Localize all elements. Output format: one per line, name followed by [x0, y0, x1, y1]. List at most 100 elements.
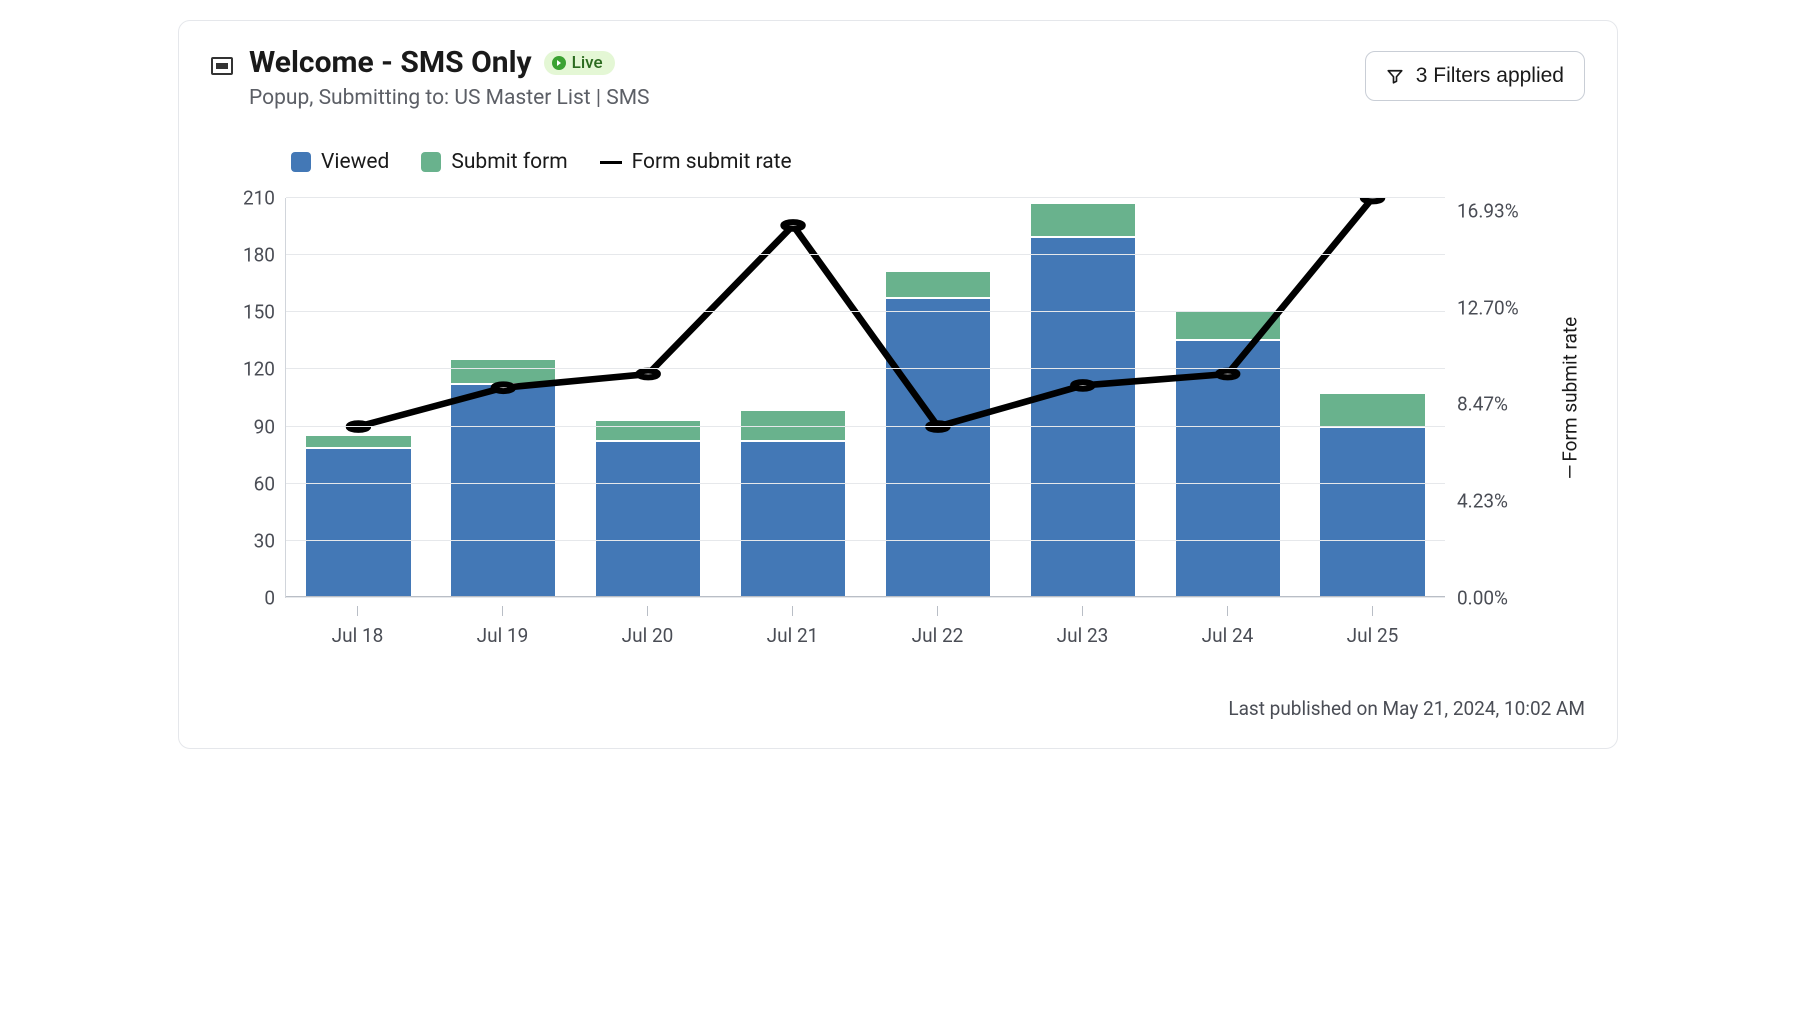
x-tick-slot: Jul 25 — [1300, 606, 1445, 647]
x-tick-slot: Jul 24 — [1155, 606, 1300, 647]
card-subtitle: Popup, Submitting to: US Master List | S… — [249, 86, 650, 110]
legend-swatch-submit — [421, 152, 441, 172]
gridline — [286, 368, 1445, 369]
bar-viewed — [1320, 428, 1424, 598]
status-badge-label: Live — [572, 53, 603, 73]
bar-viewed — [1031, 238, 1135, 598]
x-tick-slot: Jul 22 — [865, 606, 1010, 647]
bar-slot — [721, 198, 866, 598]
legend-label-rate: Form submit rate — [632, 150, 792, 174]
legend-item-rate: Form submit rate — [600, 150, 792, 174]
bar-stack — [596, 421, 700, 598]
x-tick-label: Jul 21 — [767, 624, 819, 647]
legend-item-submit: Submit form — [421, 150, 567, 174]
bar-stack — [1031, 204, 1135, 598]
gridline — [286, 597, 1445, 598]
gridline — [286, 311, 1445, 312]
bar-viewed — [741, 442, 845, 598]
y-right-tick-label: 12.70% — [1457, 296, 1519, 319]
y-right-tick-label: 0.00% — [1457, 587, 1508, 610]
chart-plot — [285, 198, 1445, 598]
x-tick — [357, 606, 358, 616]
legend-item-viewed: Viewed — [291, 150, 389, 174]
bar-viewed — [1176, 341, 1280, 598]
filters-button-label: 3 Filters applied — [1416, 64, 1564, 88]
x-tick-label: Jul 22 — [912, 624, 964, 647]
legend-label-submit: Submit form — [451, 150, 567, 174]
bar-submit — [1320, 394, 1424, 426]
x-tick — [937, 606, 938, 616]
y-right-tick-label: 4.23% — [1457, 490, 1508, 513]
card-header: Welcome - SMS Only Live Popup, Submittin… — [211, 45, 1585, 110]
bar-stack — [886, 272, 990, 598]
play-icon — [552, 56, 566, 70]
y-left-tick-label: 90 — [254, 415, 275, 438]
bar-slot — [866, 198, 1011, 598]
legend-label-viewed: Viewed — [321, 150, 389, 174]
y-left-tick-label: 210 — [243, 187, 275, 210]
bar-stack — [1176, 312, 1280, 598]
legend-line-icon — [600, 161, 622, 164]
x-tick — [1372, 606, 1373, 616]
gridline — [286, 254, 1445, 255]
gridline — [286, 540, 1445, 541]
chart: 0306090120150180210 0.00%4.23%8.47%12.70… — [211, 198, 1585, 598]
filters-button[interactable]: 3 Filters applied — [1365, 51, 1585, 101]
title-block: Welcome - SMS Only Live Popup, Submittin… — [249, 45, 650, 110]
y-left-tick-label: 150 — [243, 301, 275, 324]
x-tick-slot: Jul 20 — [575, 606, 720, 647]
title-row: Welcome - SMS Only Live — [249, 45, 650, 80]
gridline — [286, 483, 1445, 484]
y-axis-right-title: Form submit rate — [1559, 317, 1582, 479]
gridline — [286, 197, 1445, 198]
bar-stack — [451, 360, 555, 598]
x-tick-label: Jul 20 — [622, 624, 674, 647]
analytics-card: Welcome - SMS Only Live Popup, Submittin… — [178, 20, 1618, 749]
y-left-tick-label: 180 — [243, 244, 275, 267]
y-right-tick-label: 8.47% — [1457, 393, 1508, 416]
bar-submit — [306, 436, 410, 447]
x-tick-slot: Jul 23 — [1010, 606, 1155, 647]
x-tick-slot: Jul 19 — [430, 606, 575, 647]
bar-viewed — [451, 385, 555, 598]
x-tick-slot: Jul 18 — [285, 606, 430, 647]
bar-slot — [431, 198, 576, 598]
bar-slot — [286, 198, 431, 598]
gridline — [286, 426, 1445, 427]
x-tick — [1082, 606, 1083, 616]
bar-submit — [1031, 204, 1135, 236]
x-tick — [647, 606, 648, 616]
header-left: Welcome - SMS Only Live Popup, Submittin… — [211, 45, 650, 110]
y-left-tick-label: 0 — [264, 587, 275, 610]
x-tick-label: Jul 19 — [477, 624, 529, 647]
y-axis-right-title-wrap: Form submit rate — [1555, 198, 1585, 598]
x-tick — [502, 606, 503, 616]
filter-icon — [1386, 67, 1404, 85]
x-tick — [792, 606, 793, 616]
bar-slot — [1300, 198, 1445, 598]
x-tick-slot: Jul 21 — [720, 606, 865, 647]
x-tick-label: Jul 23 — [1057, 624, 1109, 647]
y-axis-right: 0.00%4.23%8.47%12.70%16.93% — [1445, 198, 1555, 598]
card-title: Welcome - SMS Only — [249, 45, 532, 80]
x-tick-label: Jul 18 — [332, 624, 384, 647]
x-tick-label: Jul 24 — [1202, 624, 1254, 647]
bar-slot — [1010, 198, 1155, 598]
x-tick-label: Jul 25 — [1347, 624, 1399, 647]
bar-viewed — [306, 449, 410, 598]
y-left-tick-label: 60 — [254, 472, 275, 495]
chart-bars — [286, 198, 1445, 598]
popup-icon — [211, 57, 233, 75]
card-footer: Last published on May 21, 2024, 10:02 AM — [211, 697, 1585, 720]
status-badge: Live — [544, 51, 615, 75]
y-right-tick-label: 16.93% — [1457, 200, 1519, 223]
x-tick — [1227, 606, 1228, 616]
bar-slot — [1155, 198, 1300, 598]
bar-viewed — [596, 442, 700, 598]
legend-swatch-viewed — [291, 152, 311, 172]
bar-submit — [596, 421, 700, 440]
bar-stack — [306, 436, 410, 598]
bar-slot — [576, 198, 721, 598]
bar-submit — [1176, 312, 1280, 339]
bar-submit — [886, 272, 990, 297]
